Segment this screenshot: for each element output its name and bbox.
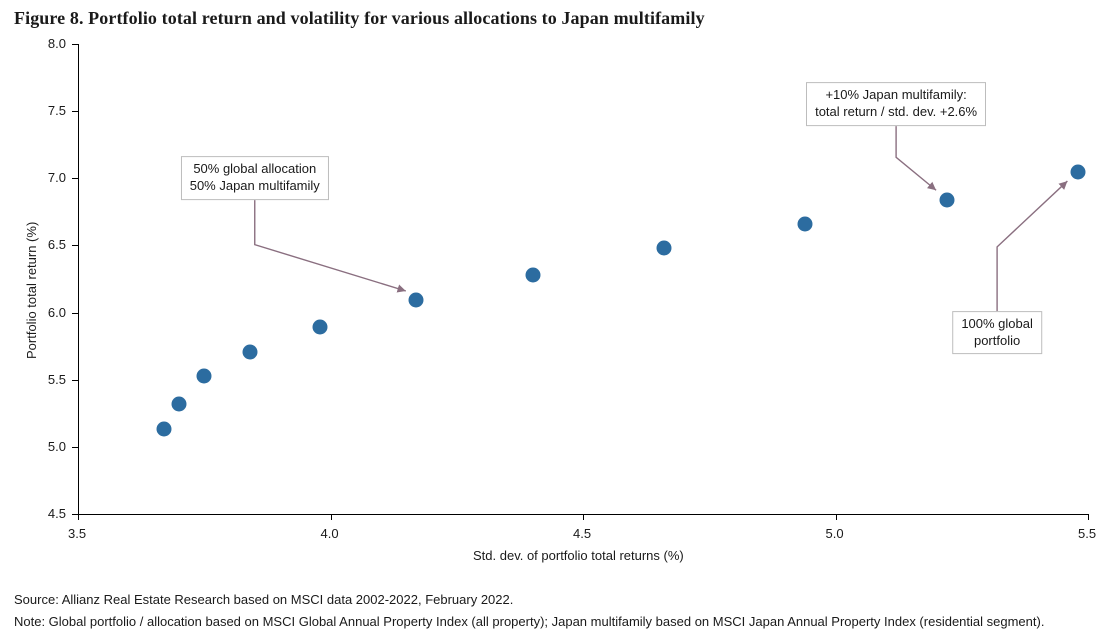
y-tick [72, 111, 78, 112]
x-tick [583, 514, 584, 520]
x-tick [1088, 514, 1089, 520]
annotation-leader [997, 181, 1067, 313]
scatter-marker [172, 396, 187, 411]
scatter-marker [197, 368, 212, 383]
scatter-chart: 4.55.05.56.06.57.07.58.03.54.04.55.05.5P… [78, 44, 1088, 514]
annotation-line: 50% global allocation [190, 161, 320, 178]
y-tick [72, 447, 78, 448]
scatter-marker [156, 422, 171, 437]
annotation-anno_5050: 50% global allocation50% Japan multifami… [181, 156, 329, 200]
footnote-source: Source: Allianz Real Estate Research bas… [14, 592, 513, 607]
y-tick [72, 245, 78, 246]
y-tick-label: 6.0 [48, 305, 66, 320]
x-tick-label: 5.0 [826, 526, 844, 541]
y-tick-label: 8.0 [48, 36, 66, 51]
y-tick-label: 4.5 [48, 506, 66, 521]
y-tick [72, 44, 78, 45]
annotation-line: total return / std. dev. +2.6% [815, 104, 977, 121]
x-tick [836, 514, 837, 520]
x-tick [331, 514, 332, 520]
scatter-marker [939, 192, 954, 207]
y-tick-label: 6.5 [48, 237, 66, 252]
scatter-marker [525, 267, 540, 282]
figure-title: Figure 8. Portfolio total return and vol… [14, 8, 705, 29]
x-tick-label: 3.5 [68, 526, 86, 541]
x-tick-label: 4.5 [573, 526, 591, 541]
y-axis-label: Portfolio total return (%) [24, 222, 39, 359]
x-tick [78, 514, 79, 520]
annotation-line: +10% Japan multifamily: [815, 88, 977, 105]
y-tick [72, 313, 78, 314]
scatter-marker [656, 241, 671, 256]
scatter-marker [313, 320, 328, 335]
scatter-marker [409, 293, 424, 308]
scatter-marker [1070, 164, 1085, 179]
scatter-marker [798, 216, 813, 231]
x-tick-label: 4.0 [321, 526, 339, 541]
y-tick-label: 5.0 [48, 439, 66, 454]
scatter-marker [242, 344, 257, 359]
figure-container: Figure 8. Portfolio total return and vol… [0, 0, 1100, 640]
annotation-leader [255, 198, 406, 291]
footnote-note: Note: Global portfolio / allocation base… [14, 614, 1044, 629]
annotation-anno_plus10: +10% Japan multifamily:total return / st… [806, 83, 986, 127]
x-tick-label: 5.5 [1078, 526, 1096, 541]
y-tick [72, 178, 78, 179]
y-tick-label: 5.5 [48, 372, 66, 387]
x-axis-label: Std. dev. of portfolio total returns (%) [473, 548, 684, 563]
y-tick-label: 7.0 [48, 170, 66, 185]
y-tick [72, 380, 78, 381]
annotation-anno_100global: 100% globalportfolio [952, 311, 1042, 355]
annotation-leader [896, 124, 936, 190]
annotation-line: 50% Japan multifamily [190, 178, 320, 195]
annotation-line: portfolio [961, 333, 1033, 350]
annotation-line: 100% global [961, 316, 1033, 333]
y-axis-line [78, 44, 79, 514]
y-tick-label: 7.5 [48, 103, 66, 118]
